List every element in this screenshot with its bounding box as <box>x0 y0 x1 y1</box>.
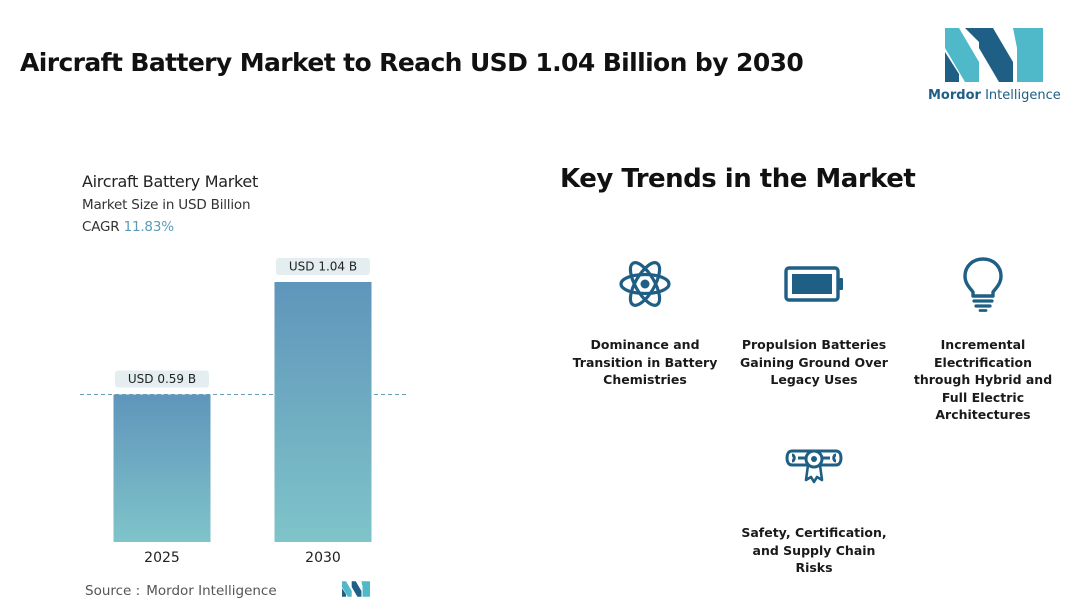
chart-subtitle: Market Size in USD Billion <box>82 197 251 213</box>
cagr-value: 11.83% <box>123 219 174 235</box>
chart-cagr: CAGR 11.83% <box>82 219 174 235</box>
atom-icon <box>619 261 671 307</box>
source-value: Mordor Intelligence <box>146 583 277 599</box>
source-note: Source : Mordor Intelligence <box>85 583 277 599</box>
trend-item-propulsion: Propulsion Batteries Gaining Ground Over… <box>739 256 889 389</box>
chart-title: Aircraft Battery Market <box>82 172 258 191</box>
bar-chart: USD 0.59 B 2025 USD 1.04 B 2030 <box>80 258 408 566</box>
trend-item-safety: Safety, Certification, and Supply Chain … <box>739 446 889 577</box>
data-label-bg <box>115 370 209 388</box>
mordor-logo-mark-icon <box>945 28 1043 82</box>
page-title: Aircraft Battery Market to Reach USD 1.0… <box>20 48 804 77</box>
trend-label: Dominance and Transition in Battery Chem… <box>572 337 718 387</box>
trend-label: Safety, Certification, and Supply Chain … <box>741 525 887 575</box>
x-tick-label: 2030 <box>305 550 341 566</box>
trend-label: Incremental Electrification through Hybr… <box>913 337 1053 422</box>
bar-2030 <box>274 282 372 542</box>
certificate-icon <box>785 449 843 484</box>
lightbulb-icon <box>963 257 1003 312</box>
chart-heading: Aircraft Battery Market Market Size in U… <box>82 172 258 235</box>
bar-2025 <box>113 394 211 542</box>
trend-item-chemistries: Dominance and Transition in Battery Chem… <box>570 256 720 389</box>
x-tick-label: 2025 <box>144 550 180 566</box>
data-label: USD 1.04 B <box>289 260 357 274</box>
source-label: Source : <box>85 583 141 599</box>
battery-icon <box>784 266 843 302</box>
data-label-bg <box>276 258 370 275</box>
mordor-mini-logo-icon <box>342 581 370 597</box>
trend-item-electrification: Incremental Electrification through Hybr… <box>908 256 1058 424</box>
data-label: USD 0.59 B <box>128 372 196 386</box>
brand-logo: Mordor Intelligence <box>928 28 1061 103</box>
brand-name: Mordor Intelligence <box>928 88 1061 103</box>
trend-label: Propulsion Batteries Gaining Ground Over… <box>740 337 888 387</box>
trends-title: Key Trends in the Market <box>560 164 916 194</box>
